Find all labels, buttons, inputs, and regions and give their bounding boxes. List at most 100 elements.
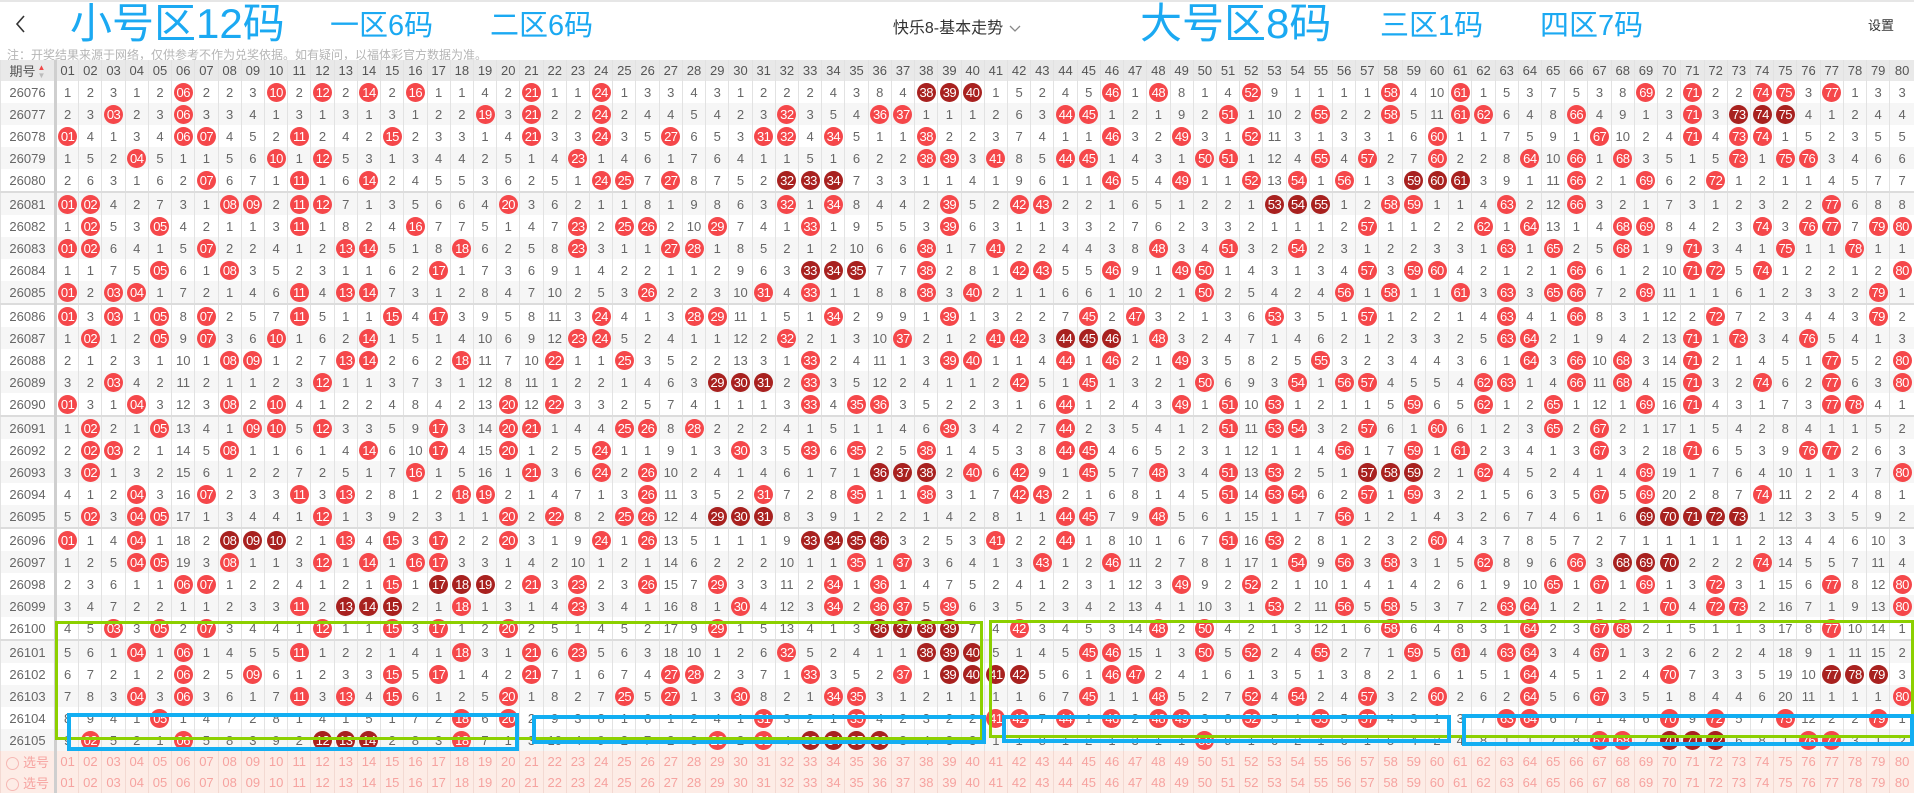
pick-number-77[interactable]: 77 — [1820, 772, 1843, 793]
pick-number-33[interactable]: 33 — [799, 751, 822, 772]
pick-number-48[interactable]: 48 — [1147, 772, 1170, 793]
pick-number-38[interactable]: 38 — [915, 751, 938, 772]
pick-number-50[interactable]: 50 — [1193, 751, 1216, 772]
pick-row-toggle[interactable]: 选号 — [1, 772, 56, 793]
pick-number-51[interactable]: 51 — [1216, 772, 1239, 793]
pick-number-44[interactable]: 44 — [1054, 772, 1077, 793]
pick-number-53[interactable]: 53 — [1263, 751, 1286, 772]
pick-number-42[interactable]: 42 — [1007, 772, 1030, 793]
pick-number-74[interactable]: 74 — [1750, 751, 1773, 772]
pick-number-23[interactable]: 23 — [566, 772, 589, 793]
pick-number-12[interactable]: 12 — [311, 751, 334, 772]
pick-number-47[interactable]: 47 — [1124, 751, 1147, 772]
pick-number-22[interactable]: 22 — [543, 751, 566, 772]
pick-number-42[interactable]: 42 — [1007, 751, 1030, 772]
pick-number-01[interactable]: 01 — [56, 751, 79, 772]
pick-number-03[interactable]: 03 — [102, 772, 125, 793]
pick-number-13[interactable]: 13 — [334, 772, 357, 793]
pick-number-11[interactable]: 11 — [288, 751, 311, 772]
pick-number-05[interactable]: 05 — [148, 772, 171, 793]
pick-number-79[interactable]: 79 — [1867, 751, 1890, 772]
pick-number-19[interactable]: 19 — [473, 751, 496, 772]
pick-number-14[interactable]: 14 — [357, 751, 380, 772]
pick-number-61[interactable]: 61 — [1449, 751, 1472, 772]
pick-row-toggle[interactable]: 选号 — [1, 751, 56, 772]
pick-number-22[interactable]: 22 — [543, 772, 566, 793]
pick-number-71[interactable]: 71 — [1681, 751, 1704, 772]
pick-number-60[interactable]: 60 — [1425, 772, 1448, 793]
pick-number-65[interactable]: 65 — [1542, 751, 1565, 772]
sort-arrows-icon[interactable]: ▲▼ — [38, 64, 46, 80]
pick-number-41[interactable]: 41 — [984, 751, 1007, 772]
pick-number-59[interactable]: 59 — [1402, 751, 1425, 772]
pick-number-10[interactable]: 10 — [264, 772, 287, 793]
pick-number-47[interactable]: 47 — [1124, 772, 1147, 793]
pick-number-46[interactable]: 46 — [1100, 751, 1123, 772]
pick-number-38[interactable]: 38 — [915, 772, 938, 793]
pick-number-58[interactable]: 58 — [1379, 772, 1402, 793]
pick-number-55[interactable]: 55 — [1309, 751, 1332, 772]
pick-number-04[interactable]: 04 — [125, 751, 148, 772]
pick-number-16[interactable]: 16 — [404, 772, 427, 793]
pick-number-76[interactable]: 76 — [1797, 751, 1820, 772]
pick-number-32[interactable]: 32 — [775, 772, 798, 793]
radio-icon[interactable] — [6, 757, 19, 770]
pick-number-75[interactable]: 75 — [1774, 751, 1797, 772]
pick-number-57[interactable]: 57 — [1356, 772, 1379, 793]
pick-number-54[interactable]: 54 — [1286, 772, 1309, 793]
pick-number-68[interactable]: 68 — [1611, 772, 1634, 793]
pick-number-64[interactable]: 64 — [1518, 772, 1541, 793]
pick-number-70[interactable]: 70 — [1658, 772, 1681, 793]
pick-number-80[interactable]: 80 — [1890, 751, 1914, 772]
pick-number-13[interactable]: 13 — [334, 751, 357, 772]
pick-number-07[interactable]: 07 — [195, 751, 218, 772]
pick-number-14[interactable]: 14 — [357, 772, 380, 793]
pick-number-16[interactable]: 16 — [404, 751, 427, 772]
pick-number-43[interactable]: 43 — [1031, 751, 1054, 772]
pick-number-48[interactable]: 48 — [1147, 751, 1170, 772]
pick-number-39[interactable]: 39 — [938, 772, 961, 793]
pick-number-06[interactable]: 06 — [172, 772, 195, 793]
pick-number-12[interactable]: 12 — [311, 772, 334, 793]
pick-number-25[interactable]: 25 — [613, 772, 636, 793]
pick-number-57[interactable]: 57 — [1356, 751, 1379, 772]
pick-number-20[interactable]: 20 — [497, 772, 520, 793]
pick-number-53[interactable]: 53 — [1263, 772, 1286, 793]
pick-number-04[interactable]: 04 — [125, 772, 148, 793]
pick-number-44[interactable]: 44 — [1054, 751, 1077, 772]
pick-number-65[interactable]: 65 — [1542, 772, 1565, 793]
pick-number-71[interactable]: 71 — [1681, 772, 1704, 793]
pick-number-63[interactable]: 63 — [1495, 751, 1518, 772]
pick-number-72[interactable]: 72 — [1704, 751, 1727, 772]
pick-number-08[interactable]: 08 — [218, 751, 241, 772]
pick-number-52[interactable]: 52 — [1240, 751, 1263, 772]
pick-number-54[interactable]: 54 — [1286, 751, 1309, 772]
pick-number-10[interactable]: 10 — [264, 751, 287, 772]
pick-number-79[interactable]: 79 — [1867, 772, 1890, 793]
pick-number-28[interactable]: 28 — [682, 751, 705, 772]
pick-number-49[interactable]: 49 — [1170, 772, 1193, 793]
pick-number-17[interactable]: 17 — [427, 751, 450, 772]
pick-number-75[interactable]: 75 — [1774, 772, 1797, 793]
settings-button[interactable]: 设置 — [1868, 15, 1894, 34]
pick-number-28[interactable]: 28 — [682, 772, 705, 793]
pick-number-11[interactable]: 11 — [288, 772, 311, 793]
pick-number-68[interactable]: 68 — [1611, 751, 1634, 772]
pick-number-73[interactable]: 73 — [1727, 751, 1750, 772]
pick-number-15[interactable]: 15 — [381, 772, 404, 793]
pick-number-15[interactable]: 15 — [381, 751, 404, 772]
pick-number-05[interactable]: 05 — [148, 751, 171, 772]
pick-number-09[interactable]: 09 — [241, 772, 264, 793]
pick-number-67[interactable]: 67 — [1588, 751, 1611, 772]
pick-number-01[interactable]: 01 — [56, 772, 79, 793]
pick-number-72[interactable]: 72 — [1704, 772, 1727, 793]
pick-number-30[interactable]: 30 — [729, 751, 752, 772]
pick-number-29[interactable]: 29 — [706, 772, 729, 793]
pick-number-74[interactable]: 74 — [1750, 772, 1773, 793]
pick-number-27[interactable]: 27 — [659, 751, 682, 772]
pick-number-40[interactable]: 40 — [961, 772, 984, 793]
pick-number-36[interactable]: 36 — [868, 772, 891, 793]
pick-number-09[interactable]: 09 — [241, 751, 264, 772]
pick-number-31[interactable]: 31 — [752, 772, 775, 793]
pick-number-51[interactable]: 51 — [1216, 751, 1239, 772]
